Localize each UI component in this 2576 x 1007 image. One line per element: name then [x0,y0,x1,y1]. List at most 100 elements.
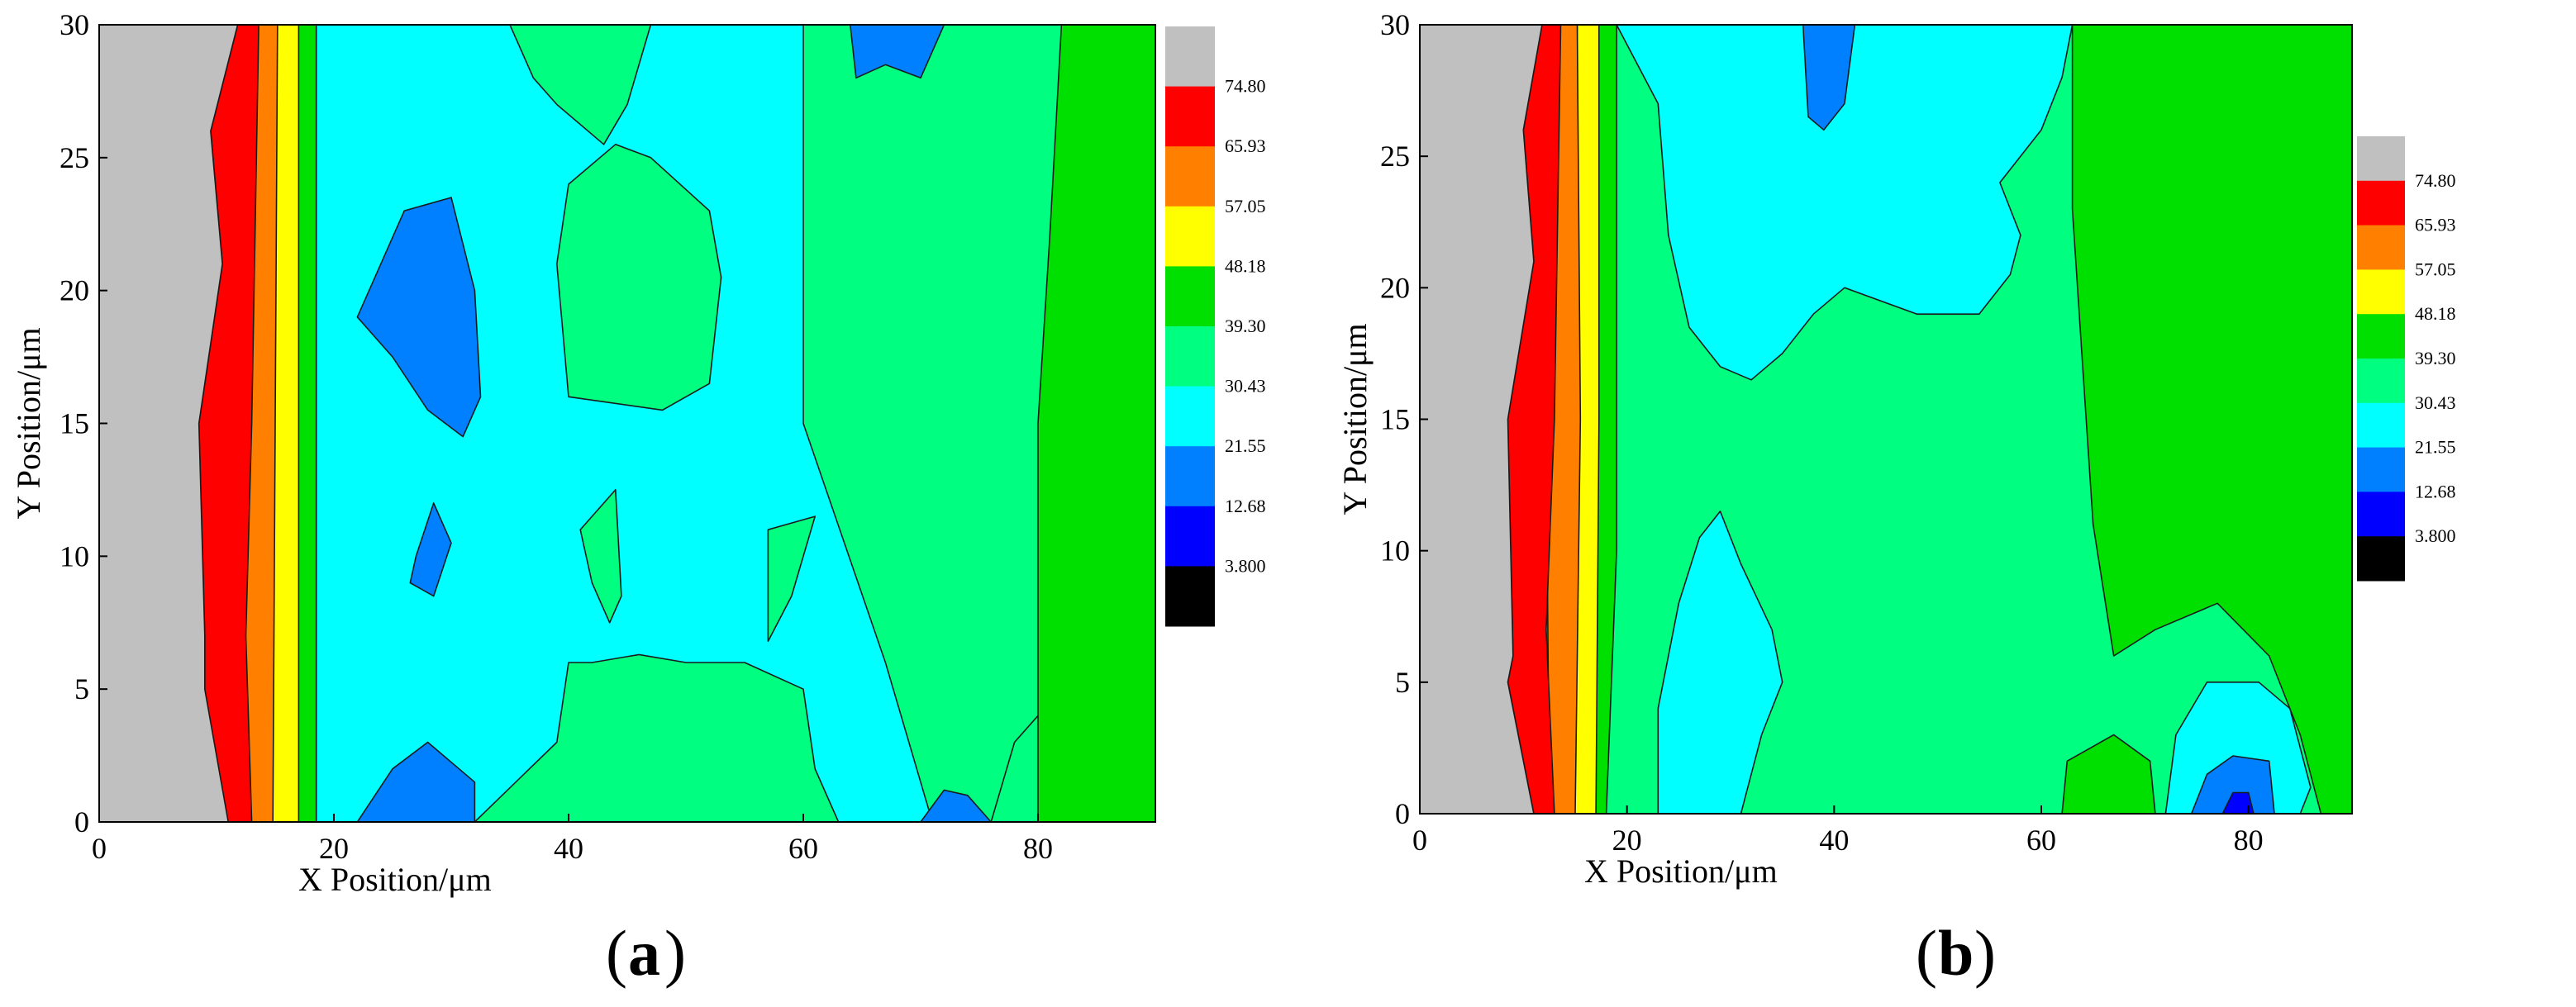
colorbar-swatch [2357,314,2405,359]
panel-b: 0 20 40 60 80 0 5 10 15 20 25 30 X Position/μm Y P… [1288,0,2576,1007]
colorbar-swatch [1165,326,1215,387]
x-tick-label: 80 [1023,832,1053,865]
colorbar-swatch [2357,359,2405,404]
y-tick-label: 30 [1380,8,1410,41]
y-axis-title: Y Position/μm [1336,323,1374,515]
panel-a: 0 20 40 60 80 0 5 10 15 20 25 30 X Position/μm Y P… [10,8,1266,989]
y-tick-label: 30 [60,8,89,41]
x-tick-label: 0 [92,832,107,865]
contour-region [356,197,482,438]
colorbar-level-label: 3.800 [1225,555,1266,576]
colorbar-level-label: 74.80 [2415,170,2456,191]
contour-region [767,515,817,643]
colorbar-swatch [2357,136,2405,182]
colorbar-swatch [1165,266,1215,327]
y-tick-label: 25 [60,141,89,174]
colorbar-swatch [1165,446,1215,507]
contour-region [1616,25,2074,381]
contour-plot-b: 0 20 40 60 80 0 5 10 15 20 25 30 X Position/μm Y P… [1336,8,2456,989]
contour-region [555,144,722,411]
y-tick-label: 15 [60,407,89,440]
colorbar-level-label: 57.05 [1225,196,1266,216]
x-tick-label: 20 [319,832,349,865]
panel-label-letter: b [1938,917,1974,989]
colorbar-swatch [1165,566,1215,627]
x-axis-title: X Position/μm [1584,853,1778,890]
panel-label-close-paren: ) [664,917,686,989]
x-tick-label: 80 [2234,824,2264,857]
contour-regions [1420,25,2352,814]
contour-region [2061,734,2156,814]
x-axis-title: X Position/μm [298,861,492,898]
panel-label-letter: a [628,917,660,989]
y-tick-label: 5 [74,672,89,705]
colorbar-swatch [2357,269,2405,315]
panel-label-open-paren: ( [606,917,627,989]
contour-region [1802,25,1856,131]
contour-plot-a: 0 20 40 60 80 0 5 10 15 20 25 30 X Position/μm Y P… [10,8,1266,989]
y-tick-label: 5 [1395,666,1410,699]
x-tick-label: 40 [1819,824,1849,857]
contour-regions [99,25,1155,822]
contour-region [2221,791,2255,814]
colorbar-swatch [1165,86,1215,147]
y-axis-ticks: 0 5 10 15 20 25 30 [1380,8,1428,830]
colorbar-level-label: 74.80 [1225,76,1266,97]
contour-region [474,653,840,822]
colorbar-level-label: 57.05 [2415,259,2456,279]
contour-region [99,25,239,822]
contour-region [2164,681,2312,814]
x-tick-label: 60 [788,832,818,865]
colorbar: 74.80 65.93 57.05 48.18 39.30 30.43 21.55 12.68… [2357,136,2456,582]
colorbar-level-label: 65.93 [1225,135,1266,156]
y-tick-label: 20 [60,274,89,307]
colorbar-swatch [2357,536,2405,582]
y-axis-title: Y Position/μm [10,327,47,519]
colorbar-swatch [1165,506,1215,567]
contour-region [850,25,945,79]
contour-region [2071,25,2352,814]
colorbar-level-label: 21.55 [2415,437,2456,458]
colorbar-level-label: 48.18 [2415,303,2456,324]
contour-region [1037,25,1155,822]
x-tick-label: 60 [2026,824,2056,857]
colorbar-level-label: 39.30 [2415,348,2456,368]
colorbar-level-label: 30.43 [1225,376,1266,397]
contour-region [579,489,622,624]
colorbar-level-label: 65.93 [2415,215,2456,235]
colorbar-swatch [2357,402,2405,449]
x-axis-ticks: 0 20 40 60 80 [1412,805,2264,857]
colorbar-level-label: 12.68 [1225,496,1266,516]
colorbar-level-label: 48.18 [1225,255,1266,276]
colorbar-swatch [1165,146,1215,207]
panel-label-close-paren: ) [1974,917,1996,989]
colorbar-swatch [2357,447,2405,492]
x-tick-label: 0 [1412,824,1427,857]
colorbar-level-label: 21.55 [1225,435,1266,456]
contour-region [1420,25,1543,814]
panel-label-open-paren: ( [1916,917,1937,989]
y-tick-label: 20 [1380,271,1410,304]
colorbar-level-label: 12.68 [2415,481,2456,501]
y-axis-ticks: 0 5 10 15 20 25 30 [60,8,107,838]
colorbar-swatch [2357,492,2405,537]
contour-region [1657,511,1783,814]
colorbar-swatch [1165,386,1215,447]
y-tick-label: 0 [1395,797,1410,830]
y-tick-label: 10 [1380,534,1410,568]
contour-region [920,789,992,822]
y-tick-label: 10 [60,539,89,572]
contour-region [509,25,652,145]
contour-region [356,741,476,822]
colorbar-level-label: 3.800 [2415,525,2456,546]
colorbar: 74.80 65.93 57.05 48.18 39.30 30.43 21.55 12.68… [1165,26,1266,627]
y-tick-label: 25 [1380,140,1410,173]
x-tick-label: 40 [554,832,583,865]
colorbar-level-label: 30.43 [2415,392,2456,413]
y-tick-label: 15 [1380,403,1410,436]
colorbar-swatch [1165,26,1215,88]
contour-region [409,502,452,597]
contour-region [2190,755,2275,814]
x-axis-ticks: 0 20 40 60 80 [92,814,1053,865]
x-tick-label: 20 [1612,824,1642,857]
